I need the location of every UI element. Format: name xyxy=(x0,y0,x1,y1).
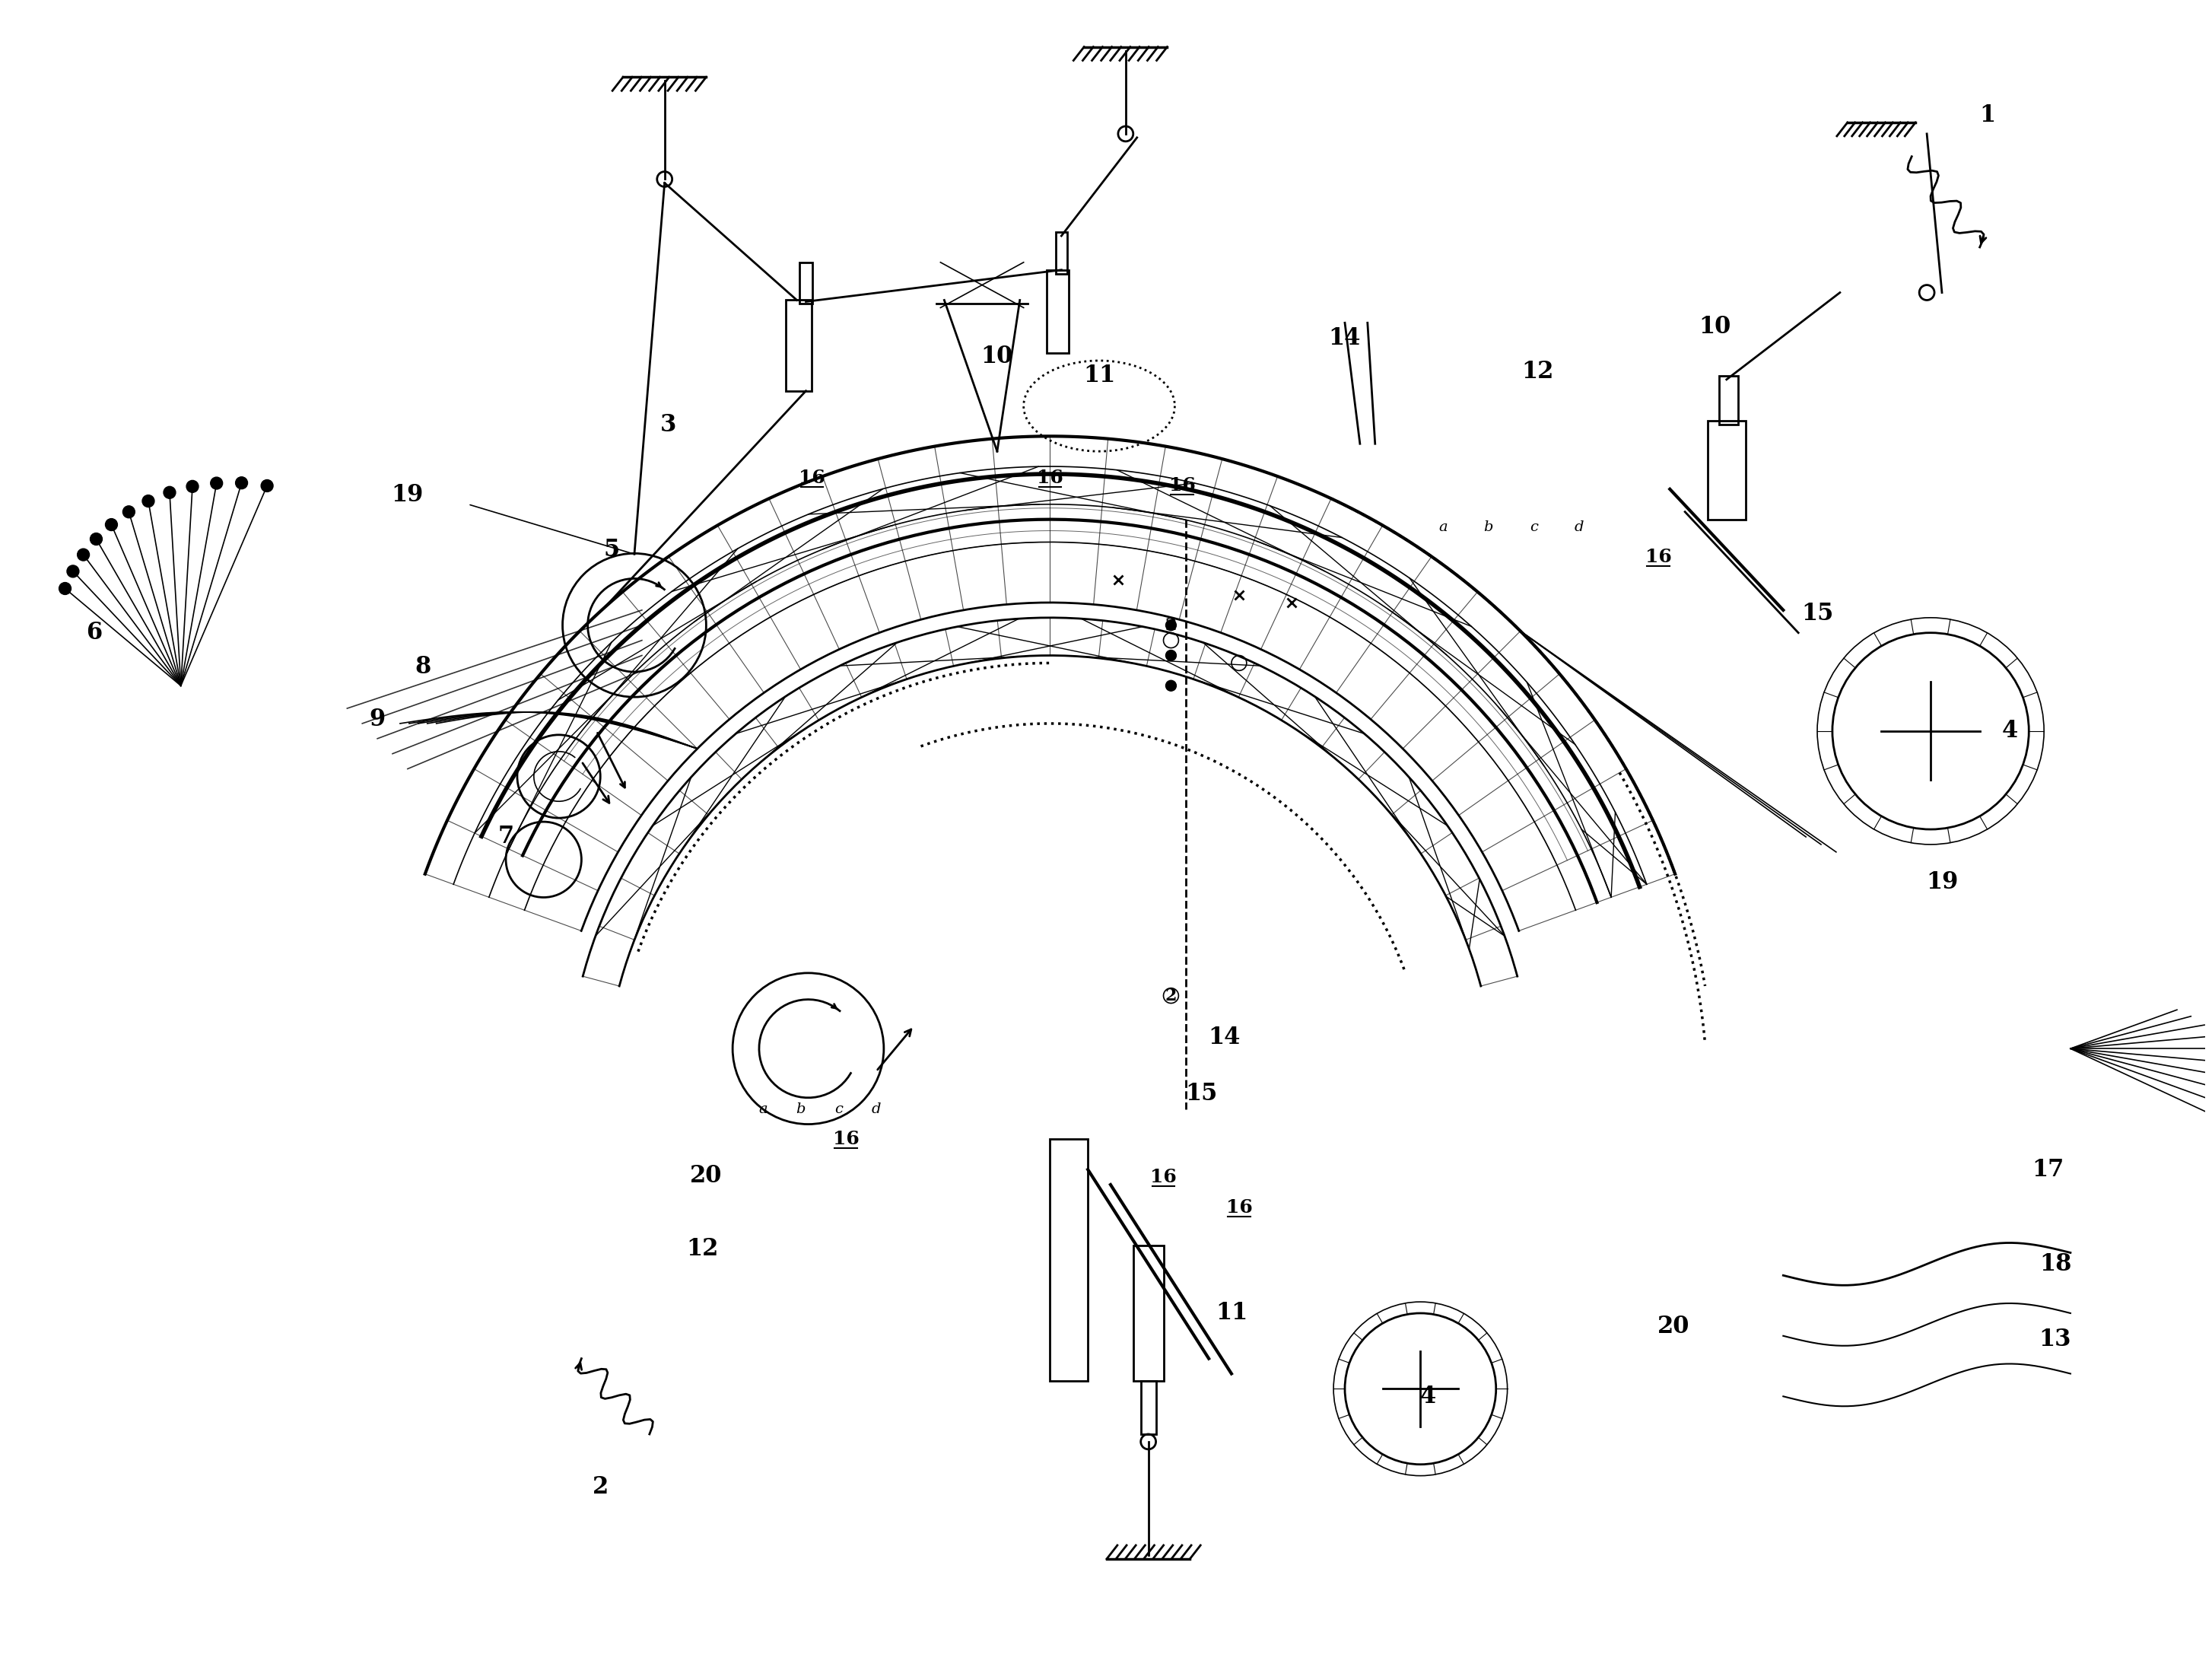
Circle shape xyxy=(142,495,155,507)
Circle shape xyxy=(66,565,80,577)
Text: 14: 14 xyxy=(1329,327,1360,350)
Bar xyxy=(1133,1245,1164,1382)
Bar xyxy=(799,262,812,303)
Text: a: a xyxy=(1438,520,1447,533)
Bar xyxy=(1719,375,1739,425)
Text: 13: 13 xyxy=(2039,1329,2070,1352)
Text: b: b xyxy=(1484,520,1493,533)
Text: 12: 12 xyxy=(686,1237,719,1260)
Bar xyxy=(785,300,812,390)
Text: 5: 5 xyxy=(604,538,619,562)
Text: a: a xyxy=(759,1102,768,1115)
Text: 10: 10 xyxy=(1699,315,1732,338)
Text: c: c xyxy=(1531,520,1537,533)
Text: c: c xyxy=(834,1102,843,1115)
Text: 16: 16 xyxy=(799,468,825,487)
Text: 16: 16 xyxy=(832,1130,858,1149)
Text: 16: 16 xyxy=(1225,1199,1252,1217)
Text: 15: 15 xyxy=(1801,602,1834,625)
Text: 18: 18 xyxy=(2039,1252,2070,1275)
Circle shape xyxy=(77,548,88,560)
Text: 3: 3 xyxy=(659,413,677,437)
Bar xyxy=(1046,270,1068,353)
Circle shape xyxy=(210,477,223,488)
Text: 9: 9 xyxy=(369,708,385,732)
Circle shape xyxy=(124,505,135,518)
Text: 2: 2 xyxy=(1166,987,1177,1004)
Text: 12: 12 xyxy=(1522,360,1553,383)
Circle shape xyxy=(186,480,199,492)
Circle shape xyxy=(234,477,248,488)
Circle shape xyxy=(261,480,272,492)
Bar xyxy=(1055,232,1068,273)
Bar xyxy=(1051,1139,1088,1382)
Text: 19: 19 xyxy=(392,483,425,507)
Circle shape xyxy=(91,533,102,545)
Text: 17: 17 xyxy=(2031,1159,2064,1182)
Text: 15: 15 xyxy=(1186,1082,1217,1105)
Bar xyxy=(1141,1382,1157,1434)
Text: 6: 6 xyxy=(86,622,102,645)
Circle shape xyxy=(1166,620,1177,630)
Circle shape xyxy=(164,487,175,498)
Text: 11: 11 xyxy=(1084,363,1115,387)
Text: b: b xyxy=(796,1102,805,1115)
Text: 7: 7 xyxy=(498,825,513,849)
Text: d: d xyxy=(872,1102,880,1115)
Text: 19: 19 xyxy=(1927,870,1958,894)
Bar xyxy=(1708,422,1745,520)
Text: 4: 4 xyxy=(1420,1385,1436,1409)
Circle shape xyxy=(1166,650,1177,660)
Circle shape xyxy=(106,518,117,530)
Text: 14: 14 xyxy=(1208,1025,1241,1049)
Text: 2: 2 xyxy=(1166,617,1177,633)
Text: 20: 20 xyxy=(690,1164,723,1187)
Text: 10: 10 xyxy=(982,345,1013,368)
Text: 8: 8 xyxy=(414,655,431,678)
Text: 1: 1 xyxy=(1980,103,1995,127)
Text: 16: 16 xyxy=(1646,548,1672,567)
Circle shape xyxy=(1166,680,1177,692)
Text: 20: 20 xyxy=(1657,1315,1690,1339)
Text: 16: 16 xyxy=(1170,477,1194,495)
Text: 11: 11 xyxy=(1214,1302,1248,1325)
Text: 16: 16 xyxy=(1037,468,1064,487)
Text: 2: 2 xyxy=(593,1475,608,1499)
Circle shape xyxy=(60,582,71,595)
Text: d: d xyxy=(1575,520,1584,533)
Text: 4: 4 xyxy=(2002,718,2017,743)
Text: 16: 16 xyxy=(1150,1169,1177,1187)
